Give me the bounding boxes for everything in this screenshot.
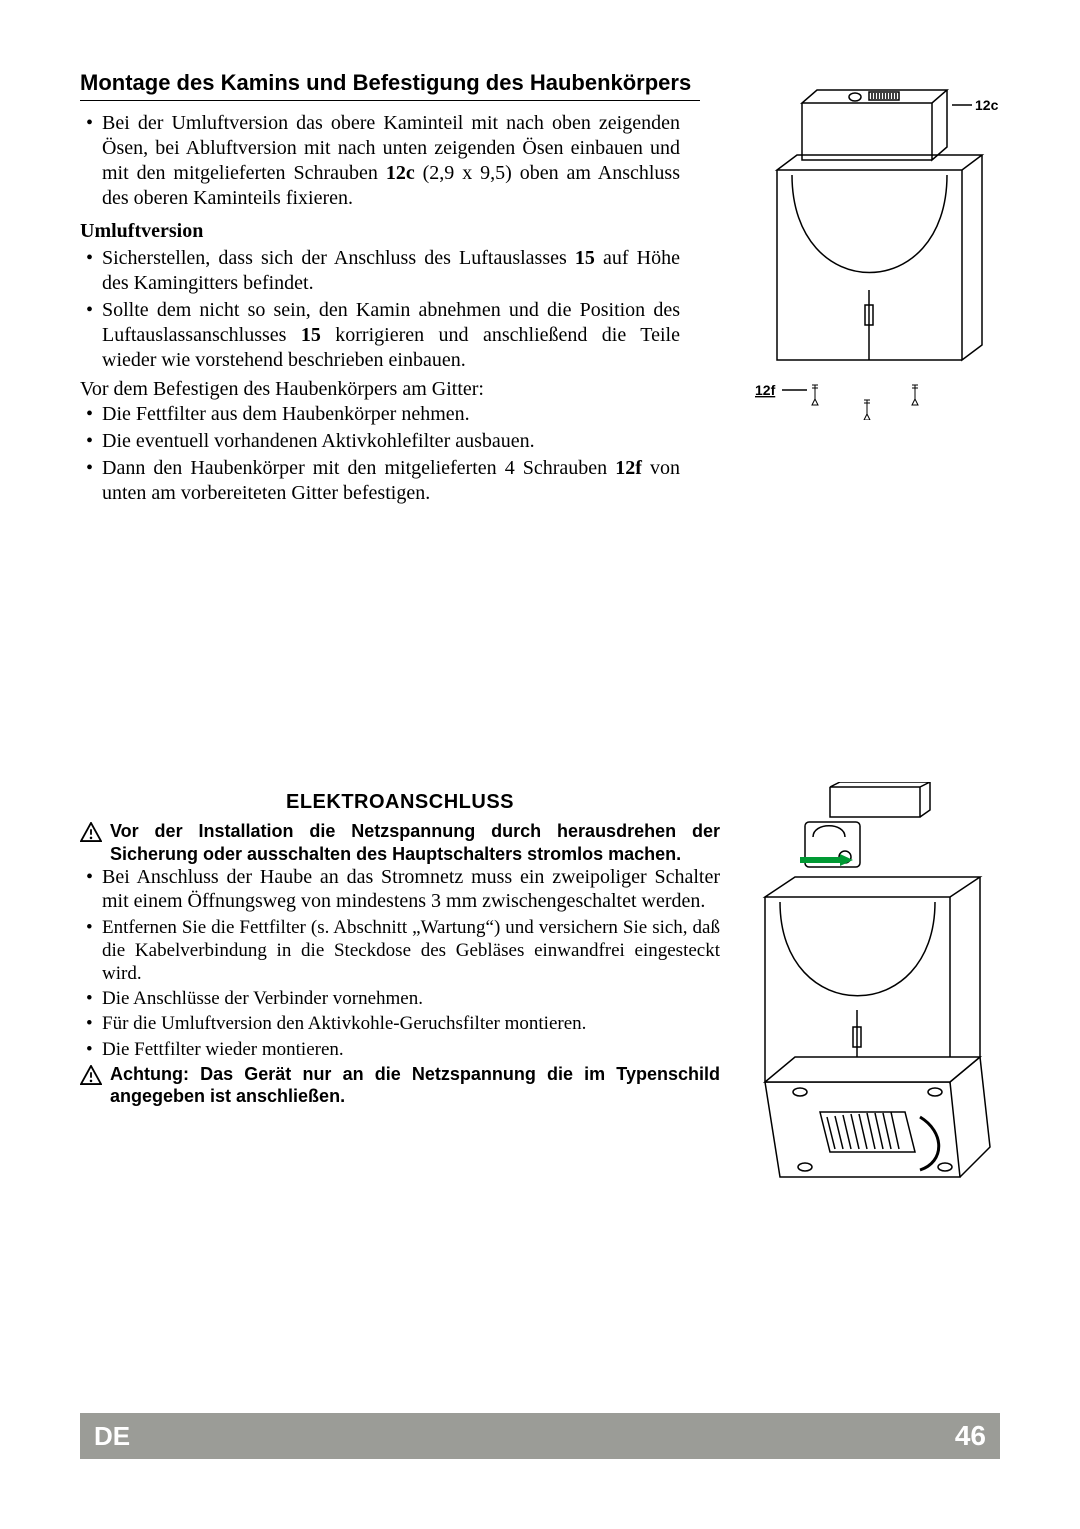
umluft-heading: Umluftversion bbox=[80, 219, 680, 244]
section1-title: Montage des Kamins und Befestigung des H… bbox=[80, 70, 700, 101]
figure1-label-12c: 12c bbox=[975, 97, 999, 113]
page-content: Montage des Kamins und Befestigung des H… bbox=[0, 0, 1080, 1529]
fix-bullet-3: Dann den Haubenkörper mit den mitgeliefe… bbox=[80, 456, 680, 506]
warning-icon bbox=[80, 822, 102, 842]
s2-bullet-5: Die Fettfilter wieder montieren. bbox=[80, 1038, 720, 1061]
footer-page-number: 46 bbox=[955, 1420, 986, 1452]
fix-bullet-2: Die eventuell vorhandenen Aktivkohlefilt… bbox=[80, 429, 680, 454]
bold-ref-15: 15 bbox=[575, 247, 595, 269]
section2-bullet-list: Bei Anschluss der Haube an das Stromnetz… bbox=[80, 865, 720, 1061]
bold-ref-15b: 15 bbox=[301, 324, 321, 346]
warning-row-2: Achtung: Das Gerät nur an die Netzspannu… bbox=[80, 1063, 720, 1108]
umluft-bullet-list: Sicherstellen, dass sich der Anschluss d… bbox=[80, 246, 680, 373]
fix-bullet-list: Die Fettfilter aus dem Haubenkörper nehm… bbox=[80, 402, 680, 506]
umluft-bullet-1: Sicherstellen, dass sich der Anschluss d… bbox=[80, 246, 680, 296]
pre-fix-para: Vor dem Befestigen des Haubenkörpers am … bbox=[80, 377, 680, 402]
bold-ref-12f: 12f bbox=[615, 457, 642, 479]
bold-ref-12c: 12c bbox=[386, 162, 415, 184]
section2-body: Vor der Installation die Netzspannung du… bbox=[80, 820, 720, 1108]
s2-bullet-1: Bei Anschluss der Haube an das Stromnetz… bbox=[80, 865, 720, 914]
umluft-bullet-2: Sollte dem nicht so sein, den Kamin abne… bbox=[80, 298, 680, 373]
warning-text-2: Achtung: Das Gerät nur an die Netzspannu… bbox=[110, 1063, 720, 1108]
section2-title: ELEKTROANSCHLUSS bbox=[80, 791, 720, 814]
s2-bullet-4: Für die Umluftversion den Aktivkohle-Ger… bbox=[80, 1012, 720, 1035]
figure1-label-12f: 12f bbox=[755, 382, 776, 398]
section1-body: Bei der Umluftversion das obere Kamintei… bbox=[80, 111, 680, 506]
text-fragment: Dann den Haubenkörper mit den mitgeliefe… bbox=[102, 457, 615, 479]
footer-bar: DE 46 bbox=[80, 1413, 1000, 1459]
s2-bullet-3: Die Anschlüsse der Verbinder vornehmen. bbox=[80, 987, 720, 1010]
footer-language: DE bbox=[94, 1421, 130, 1452]
text-fragment: Sicherstellen, dass sich der Anschluss d… bbox=[102, 247, 575, 269]
section1-intro-bullet: Bei der Umluftversion das obere Kamintei… bbox=[80, 111, 680, 211]
warning-icon bbox=[80, 1065, 102, 1085]
figure-chimney-assembly: 12c 12f bbox=[747, 75, 1002, 420]
warning-row-1: Vor der Installation die Netzspannung du… bbox=[80, 820, 720, 865]
figure-electrical-connection bbox=[745, 782, 1000, 1192]
section1-intro-list: Bei der Umluftversion das obere Kamintei… bbox=[80, 111, 680, 211]
warning-text-1: Vor der Installation die Netzspannung du… bbox=[110, 820, 720, 865]
fix-bullet-1: Die Fettfilter aus dem Haubenkörper nehm… bbox=[80, 402, 680, 427]
s2-bullet-2: Entfernen Sie die Fettfilter (s. Abschni… bbox=[80, 916, 720, 986]
